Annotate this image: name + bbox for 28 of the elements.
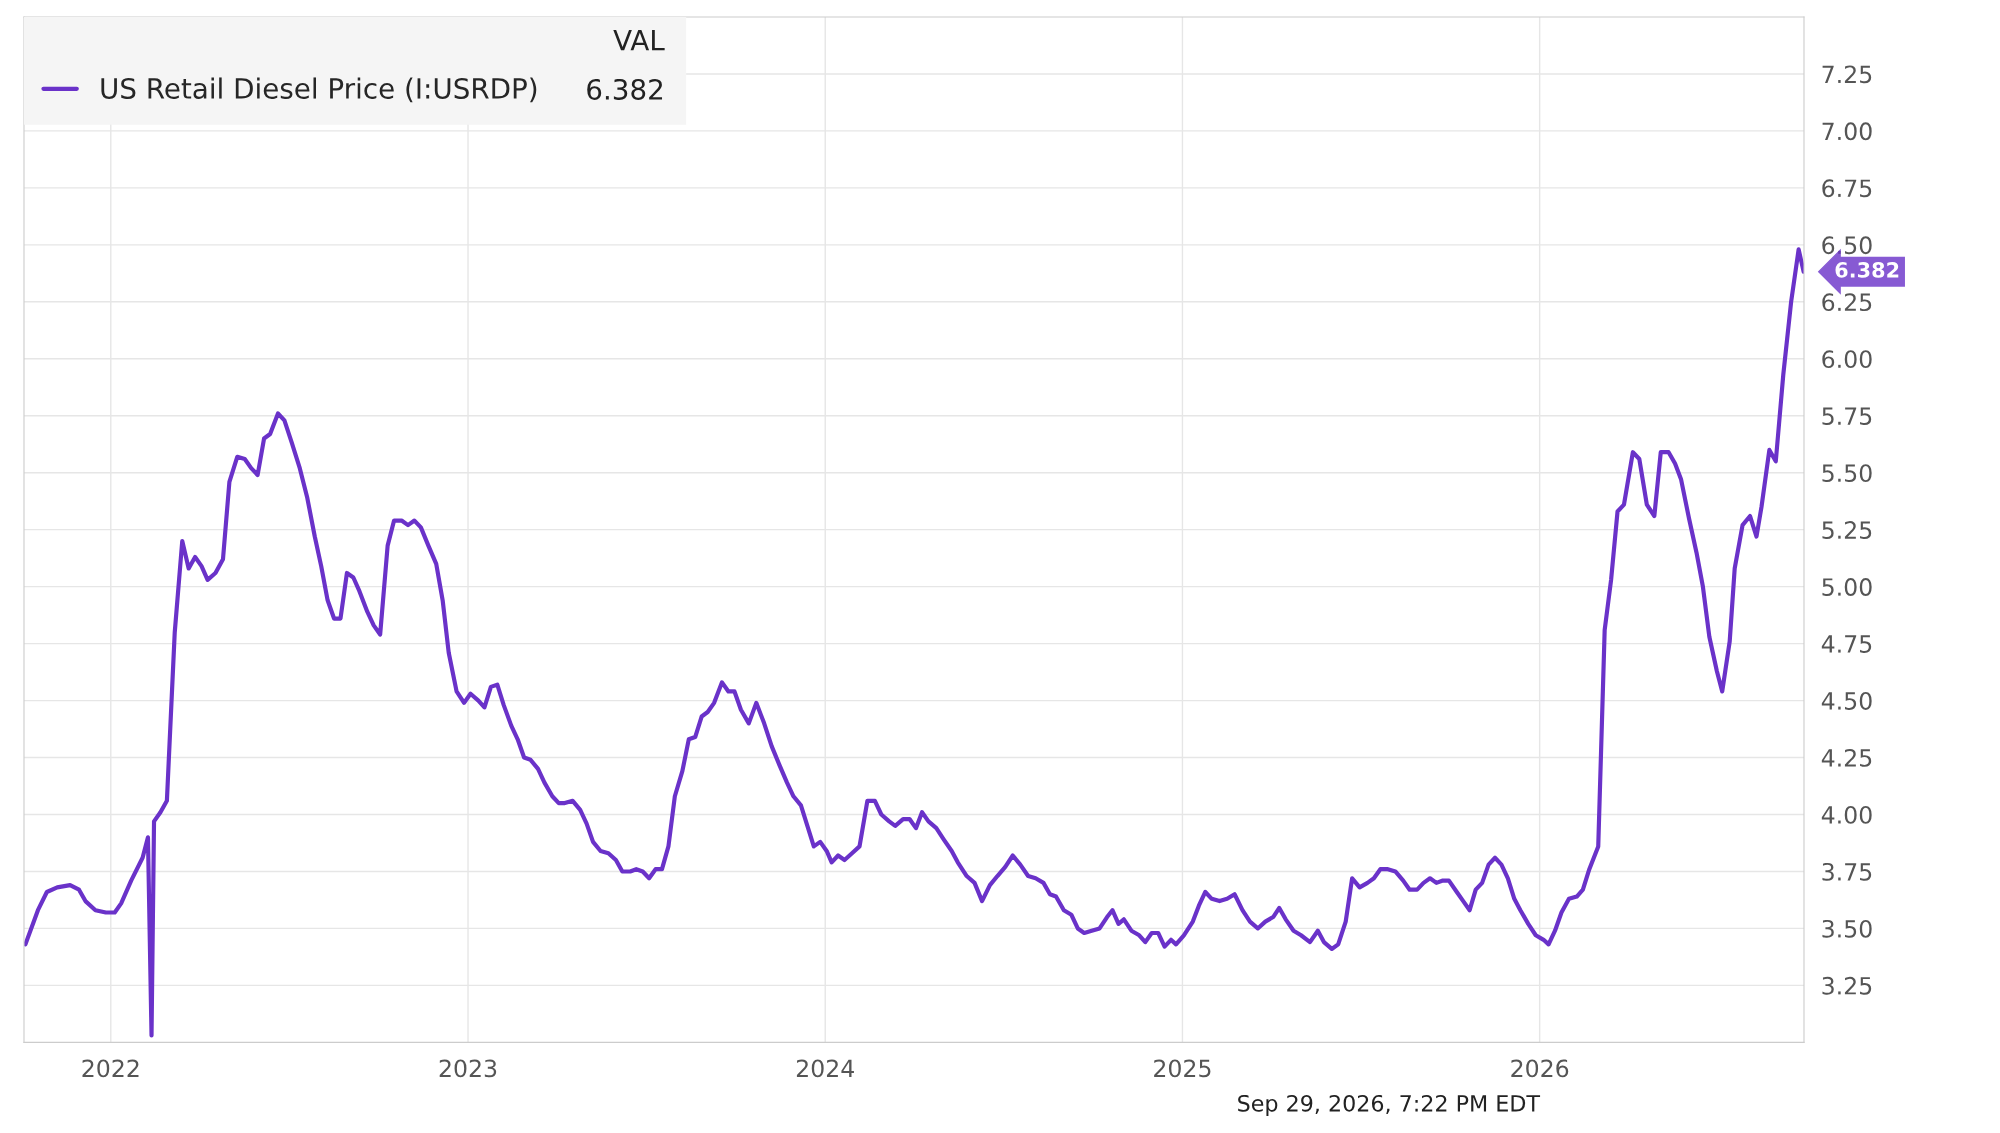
legend-title: VAL <box>613 30 665 51</box>
y-tick-label: 3.25 <box>1822 976 1872 995</box>
y-tick-label: 5.50 <box>1822 464 1872 483</box>
x-tick-label: 2024 <box>796 1059 854 1078</box>
y-tick-label: 7.25 <box>1822 65 1872 84</box>
y-tick-label: 4.25 <box>1821 748 1872 767</box>
x-tick-label: 2025 <box>1154 1059 1211 1078</box>
y-tick-label: 7.00 <box>1822 122 1872 141</box>
x-tick-label: 2022 <box>82 1059 139 1078</box>
y-tick-label: 5.00 <box>1822 578 1872 596</box>
legend-label: US Retail Diesel Price (I:USRDP) <box>101 77 537 103</box>
text: 6.382 <box>587 78 663 100</box>
y-tick-label: 5.25 <box>1822 521 1872 539</box>
text: Sep 29, 2026, 7:22 PM EDT <box>1238 1094 1541 1117</box>
x-tick-label: 2023 <box>439 1059 497 1078</box>
y-tick-label: 4.00 <box>1821 805 1872 824</box>
y-tick-label: 4.50 <box>1821 692 1872 710</box>
annotation: 6.382 <box>1835 262 1899 278</box>
y-tick-label: 6.75 <box>1822 179 1872 198</box>
y-tick-label: 4.75 <box>1821 635 1872 653</box>
y-tick-label: 3.50 <box>1822 919 1872 938</box>
line-series <box>24 247 1804 1038</box>
y-tick-label: 6.00 <box>1822 350 1872 369</box>
x-tick-label: 2026 <box>1511 1059 1569 1078</box>
y-tick-label: 3.75 <box>1822 862 1872 881</box>
y-tick-label: 5.75 <box>1822 407 1872 426</box>
y-tick-label: 6.50 <box>1822 236 1872 255</box>
y-tick-label: 6.25 <box>1822 293 1872 312</box>
